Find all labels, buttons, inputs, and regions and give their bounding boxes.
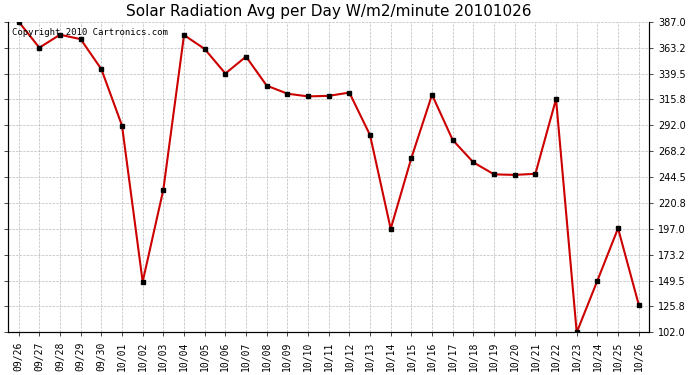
Text: Copyright 2010 Cartronics.com: Copyright 2010 Cartronics.com: [12, 28, 168, 37]
Title: Solar Radiation Avg per Day W/m2/minute 20101026: Solar Radiation Avg per Day W/m2/minute …: [126, 4, 531, 19]
